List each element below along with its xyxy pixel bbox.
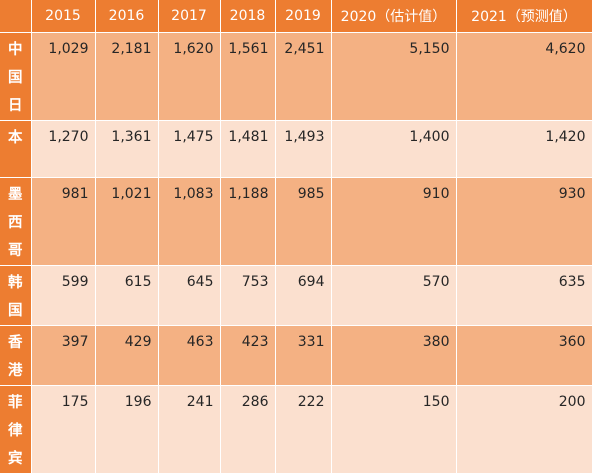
value-cell: 1,481 xyxy=(220,120,276,178)
row-label: 韩国 xyxy=(0,265,32,326)
value-cell: 331 xyxy=(275,325,332,386)
value-cell: 463 xyxy=(158,325,221,386)
value-cell: 985 xyxy=(275,177,332,266)
value-cell: 645 xyxy=(158,265,221,326)
table-row: 本 1,270 1,361 1,475 1,481 1,493 1,400 1,… xyxy=(0,120,592,178)
value-cell: 930 xyxy=(456,177,592,266)
row-label: 墨西哥 xyxy=(0,177,32,266)
value-cell: 694 xyxy=(275,265,332,326)
country-name: 菲律宾 xyxy=(8,395,23,467)
corner-cell xyxy=(0,0,32,33)
col-header-2016: 2016 xyxy=(95,0,159,33)
value-cell: 615 xyxy=(95,265,159,326)
value-cell: 397 xyxy=(31,325,96,386)
value-cell: 981 xyxy=(31,177,96,266)
value-cell: 570 xyxy=(331,265,457,326)
value-cell: 753 xyxy=(220,265,276,326)
value-cell: 635 xyxy=(456,265,592,326)
value-cell: 2,181 xyxy=(95,32,159,121)
value-cell: 200 xyxy=(456,385,592,474)
value-cell: 429 xyxy=(95,325,159,386)
row-label: 本 xyxy=(0,120,32,178)
value-cell: 175 xyxy=(31,385,96,474)
value-cell: 599 xyxy=(31,265,96,326)
value-cell: 1,420 xyxy=(456,120,592,178)
value-cell: 196 xyxy=(95,385,159,474)
value-cell: 1,361 xyxy=(95,120,159,178)
table-row: 韩国 599 615 645 753 694 570 635 xyxy=(0,265,592,326)
row-label: 香港 xyxy=(0,325,32,386)
country-name: 墨西哥 xyxy=(8,187,23,259)
value-cell: 241 xyxy=(158,385,221,474)
col-header-2019: 2019 xyxy=(275,0,332,33)
value-cell: 1,270 xyxy=(31,120,96,178)
col-header-2017: 2017 xyxy=(158,0,221,33)
table-row: 香港 397 429 463 423 331 380 360 xyxy=(0,325,592,386)
country-name: 中国日 xyxy=(8,42,23,114)
table-row: 墨西哥 981 1,021 1,083 1,188 985 910 930 xyxy=(0,177,592,266)
value-cell: 5,150 xyxy=(331,32,457,121)
value-cell: 286 xyxy=(220,385,276,474)
value-cell: 1,561 xyxy=(220,32,276,121)
col-header-2015: 2015 xyxy=(31,0,96,33)
value-cell: 1,029 xyxy=(31,32,96,121)
value-cell: 1,083 xyxy=(158,177,221,266)
col-header-2020: 2020（估计值） xyxy=(331,0,457,33)
value-cell: 1,188 xyxy=(220,177,276,266)
table-row: 中国日 1,029 2,181 1,620 1,561 2,451 5,150 … xyxy=(0,32,592,121)
value-cell: 2,451 xyxy=(275,32,332,121)
country-name: 韩国 xyxy=(8,275,23,319)
col-header-2021: 2021（预测值） xyxy=(456,0,592,33)
header-row: 2015 2016 2017 2018 2019 2020（估计值） 2021（… xyxy=(0,0,592,33)
country-name: 香港 xyxy=(8,335,23,379)
value-cell: 1,021 xyxy=(95,177,159,266)
row-label: 中国日 xyxy=(0,32,32,121)
value-cell: 380 xyxy=(331,325,457,386)
table-row: 菲律宾 175 196 241 286 222 150 200 xyxy=(0,385,592,474)
value-cell: 222 xyxy=(275,385,332,474)
value-cell: 4,620 xyxy=(456,32,592,121)
value-cell: 1,620 xyxy=(158,32,221,121)
country-name: 本 xyxy=(8,130,23,146)
value-cell: 1,475 xyxy=(158,120,221,178)
col-header-2018: 2018 xyxy=(220,0,276,33)
value-cell: 910 xyxy=(331,177,457,266)
value-cell: 360 xyxy=(456,325,592,386)
row-label: 菲律宾 xyxy=(0,385,32,474)
value-cell: 150 xyxy=(331,385,457,474)
value-cell: 423 xyxy=(220,325,276,386)
value-cell: 1,400 xyxy=(331,120,457,178)
value-cell: 1,493 xyxy=(275,120,332,178)
